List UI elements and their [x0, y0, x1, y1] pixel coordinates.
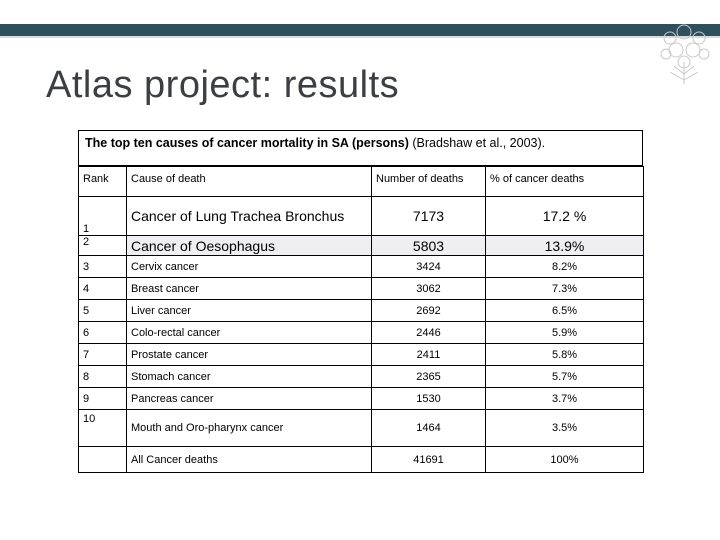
table-row: 2 Cancer of Oesophagus 5803 13.9% — [78, 235, 644, 256]
table-caption: The top ten causes of cancer mortality i… — [78, 130, 643, 166]
percent-cell: 17.2 % — [485, 196, 644, 236]
header-accent-line — [0, 36, 720, 38]
slide-title: Atlas project: results — [46, 64, 400, 106]
cause-cell: Mouth and Oro-pharynx cancer — [126, 409, 372, 447]
number-cell: 1530 — [371, 387, 486, 410]
cause-cell: Prostate cancer — [126, 343, 372, 366]
header-rank: Rank — [78, 166, 127, 197]
total-percent-cell: 100% — [485, 446, 644, 473]
total-cause-cell: All Cancer deaths — [126, 446, 372, 473]
number-cell: 7173 — [371, 196, 486, 236]
header-cause: Cause of death — [126, 166, 372, 197]
table-row: 3 Cervix cancer 3424 8.2% — [78, 255, 644, 278]
rank-cell: 1 — [78, 196, 127, 236]
number-cell: 2692 — [371, 299, 486, 322]
percent-cell: 5.9% — [485, 321, 644, 344]
table-row: 1 Cancer of Lung Trachea Bronchus 7173 1… — [78, 196, 644, 236]
top-margin — [0, 0, 720, 24]
cause-cell: Liver cancer — [126, 299, 372, 322]
table-row: 5 Liver cancer 2692 6.5% — [78, 299, 644, 322]
header-accent-bar — [0, 24, 720, 36]
rank-cell: 9 — [78, 387, 127, 410]
number-cell: 2446 — [371, 321, 486, 344]
percent-cell: 5.8% — [485, 343, 644, 366]
cause-cell: Colo-rectal cancer — [126, 321, 372, 344]
percent-cell: 3.7% — [485, 387, 644, 410]
table-row: 4 Breast cancer 3062 7.3% — [78, 277, 644, 300]
table-header-row: Rank Cause of death Number of deaths % o… — [78, 166, 644, 197]
table-row: 6 Colo-rectal cancer 2446 5.9% — [78, 321, 644, 344]
number-cell: 1464 — [371, 409, 486, 447]
percent-cell: 13.9% — [485, 235, 644, 256]
percent-cell: 5.7% — [485, 365, 644, 388]
total-number-cell: 41691 — [371, 446, 486, 473]
rank-cell: 4 — [78, 277, 127, 300]
percent-cell: 8.2% — [485, 255, 644, 278]
cause-cell: Cancer of Lung Trachea Bronchus — [126, 196, 372, 236]
rank-cell: 2 — [78, 235, 127, 256]
number-cell: 2411 — [371, 343, 486, 366]
rank-cell: 7 — [78, 343, 127, 366]
table-row: 9 Pancreas cancer 1530 3.7% — [78, 387, 644, 410]
table-row: 7 Prostate cancer 2411 5.8% — [78, 343, 644, 366]
rank-cell — [78, 446, 127, 473]
rank-cell: 8 — [78, 365, 127, 388]
table-row: 8 Stomach cancer 2365 5.7% — [78, 365, 644, 388]
mortality-table-container: The top ten causes of cancer mortality i… — [78, 130, 644, 473]
number-cell: 3424 — [371, 255, 486, 278]
cause-cell: Breast cancer — [126, 277, 372, 300]
cause-cell: Cervix cancer — [126, 255, 372, 278]
rank-cell: 5 — [78, 299, 127, 322]
header-number: Number of deaths — [371, 166, 486, 197]
cause-cell: Stomach cancer — [126, 365, 372, 388]
number-cell: 2365 — [371, 365, 486, 388]
rank-cell: 6 — [78, 321, 127, 344]
number-cell: 3062 — [371, 277, 486, 300]
rank-cell: 10 — [78, 409, 127, 447]
caption-citation: (Bradshaw et al., 2003). — [408, 136, 546, 150]
header-percent: % of cancer deaths — [485, 166, 644, 197]
caption-bold-text: The top ten causes of cancer mortality i… — [85, 136, 409, 150]
table-row: 10 Mouth and Oro-pharynx cancer 1464 3.5… — [78, 409, 644, 447]
tree-ornament-icon — [660, 24, 710, 84]
cause-cell: Cancer of Oesophagus — [126, 235, 372, 256]
cause-cell: Pancreas cancer — [126, 387, 372, 410]
percent-cell: 3.5% — [485, 409, 644, 447]
table-total-row: All Cancer deaths 41691 100% — [78, 446, 644, 473]
number-cell: 5803 — [371, 235, 486, 256]
mortality-table: Rank Cause of death Number of deaths % o… — [78, 166, 644, 473]
rank-cell: 3 — [78, 255, 127, 278]
percent-cell: 7.3% — [485, 277, 644, 300]
percent-cell: 6.5% — [485, 299, 644, 322]
